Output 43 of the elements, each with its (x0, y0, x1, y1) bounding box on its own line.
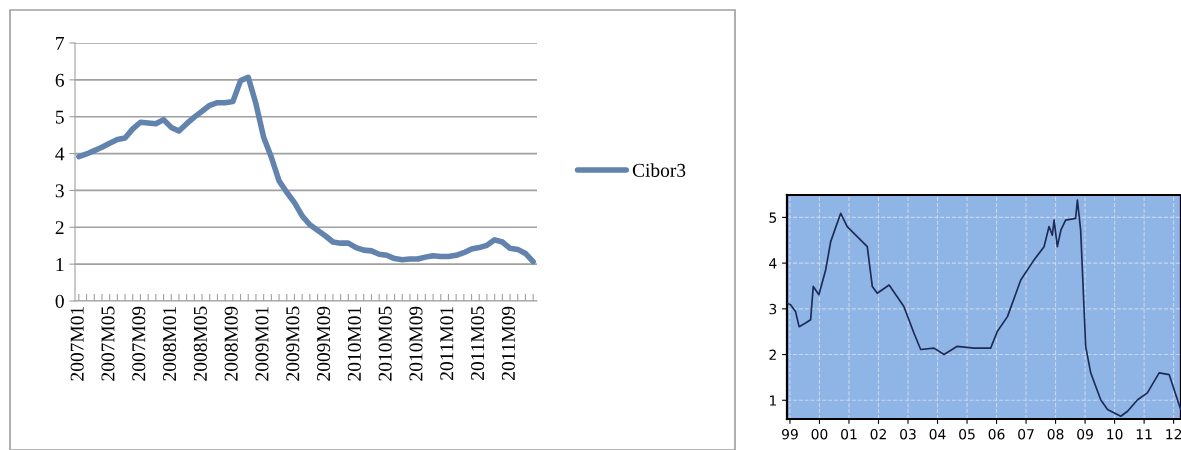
y-tick-label: 6 (55, 73, 64, 87)
x-tick-label: 2008M05 (193, 306, 207, 381)
x-tick-label: 2008M09 (224, 306, 238, 381)
y-tick-label: 7 (56, 37, 65, 50)
legend-label: Cibor3 (632, 163, 686, 177)
y-tick-label: 3 (769, 303, 777, 315)
x-tick-label: 99 (781, 428, 798, 440)
x-tick-label: 03 (900, 428, 916, 440)
x-tick-label: 2009M09 (317, 306, 331, 381)
x-tick-label: 2008M01 (163, 307, 177, 381)
x-tick-label: 07 (1018, 428, 1034, 440)
x-tick-label: 2007M01 (70, 307, 84, 381)
x-tick-label: 2007M09 (132, 306, 146, 381)
y-tick-label: 5 (769, 212, 777, 223)
x-tick-label: 08 (1047, 428, 1064, 440)
x-tick-label: 04 (929, 428, 946, 440)
x-tick-label: 2009M01 (255, 307, 269, 381)
y-tick-label: 4 (769, 258, 777, 269)
x-tick-label: 2010M01 (347, 307, 361, 381)
y-tick-label: 0 (55, 294, 64, 308)
x-tick-label: 05 (959, 428, 975, 440)
y-tick-label: 2 (55, 221, 64, 235)
x-tick-label: 09 (1077, 428, 1093, 440)
x-tick-label: 12 (1166, 428, 1181, 440)
y-tick-label: 4 (55, 147, 65, 161)
y-tick-label: 3 (55, 184, 64, 198)
y-tick-label: 2 (769, 349, 776, 360)
y-tick-label: 1 (769, 395, 776, 406)
x-tick-label: 2011M01 (440, 307, 454, 380)
x-tick-label: 2010M09 (409, 306, 423, 381)
x-tick-label: 00 (811, 428, 828, 440)
x-tick-label: 2007M05 (101, 306, 115, 381)
x-tick-label: 2011M05 (471, 306, 485, 380)
x-tick-label: 2011M09 (501, 306, 515, 380)
y-tick-label: 1 (56, 258, 64, 271)
x-tick-label: 06 (988, 428, 1005, 440)
x-tick-label: 10 (1107, 428, 1123, 440)
x-tick-label: 2010M05 (378, 306, 392, 381)
x-tick-label: 11 (1136, 429, 1152, 440)
x-tick-label: 02 (870, 428, 886, 440)
x-tick-label: 2009M05 (286, 306, 300, 381)
x-tick-label: 01 (841, 428, 857, 440)
y-tick-label: 5 (55, 110, 64, 124)
